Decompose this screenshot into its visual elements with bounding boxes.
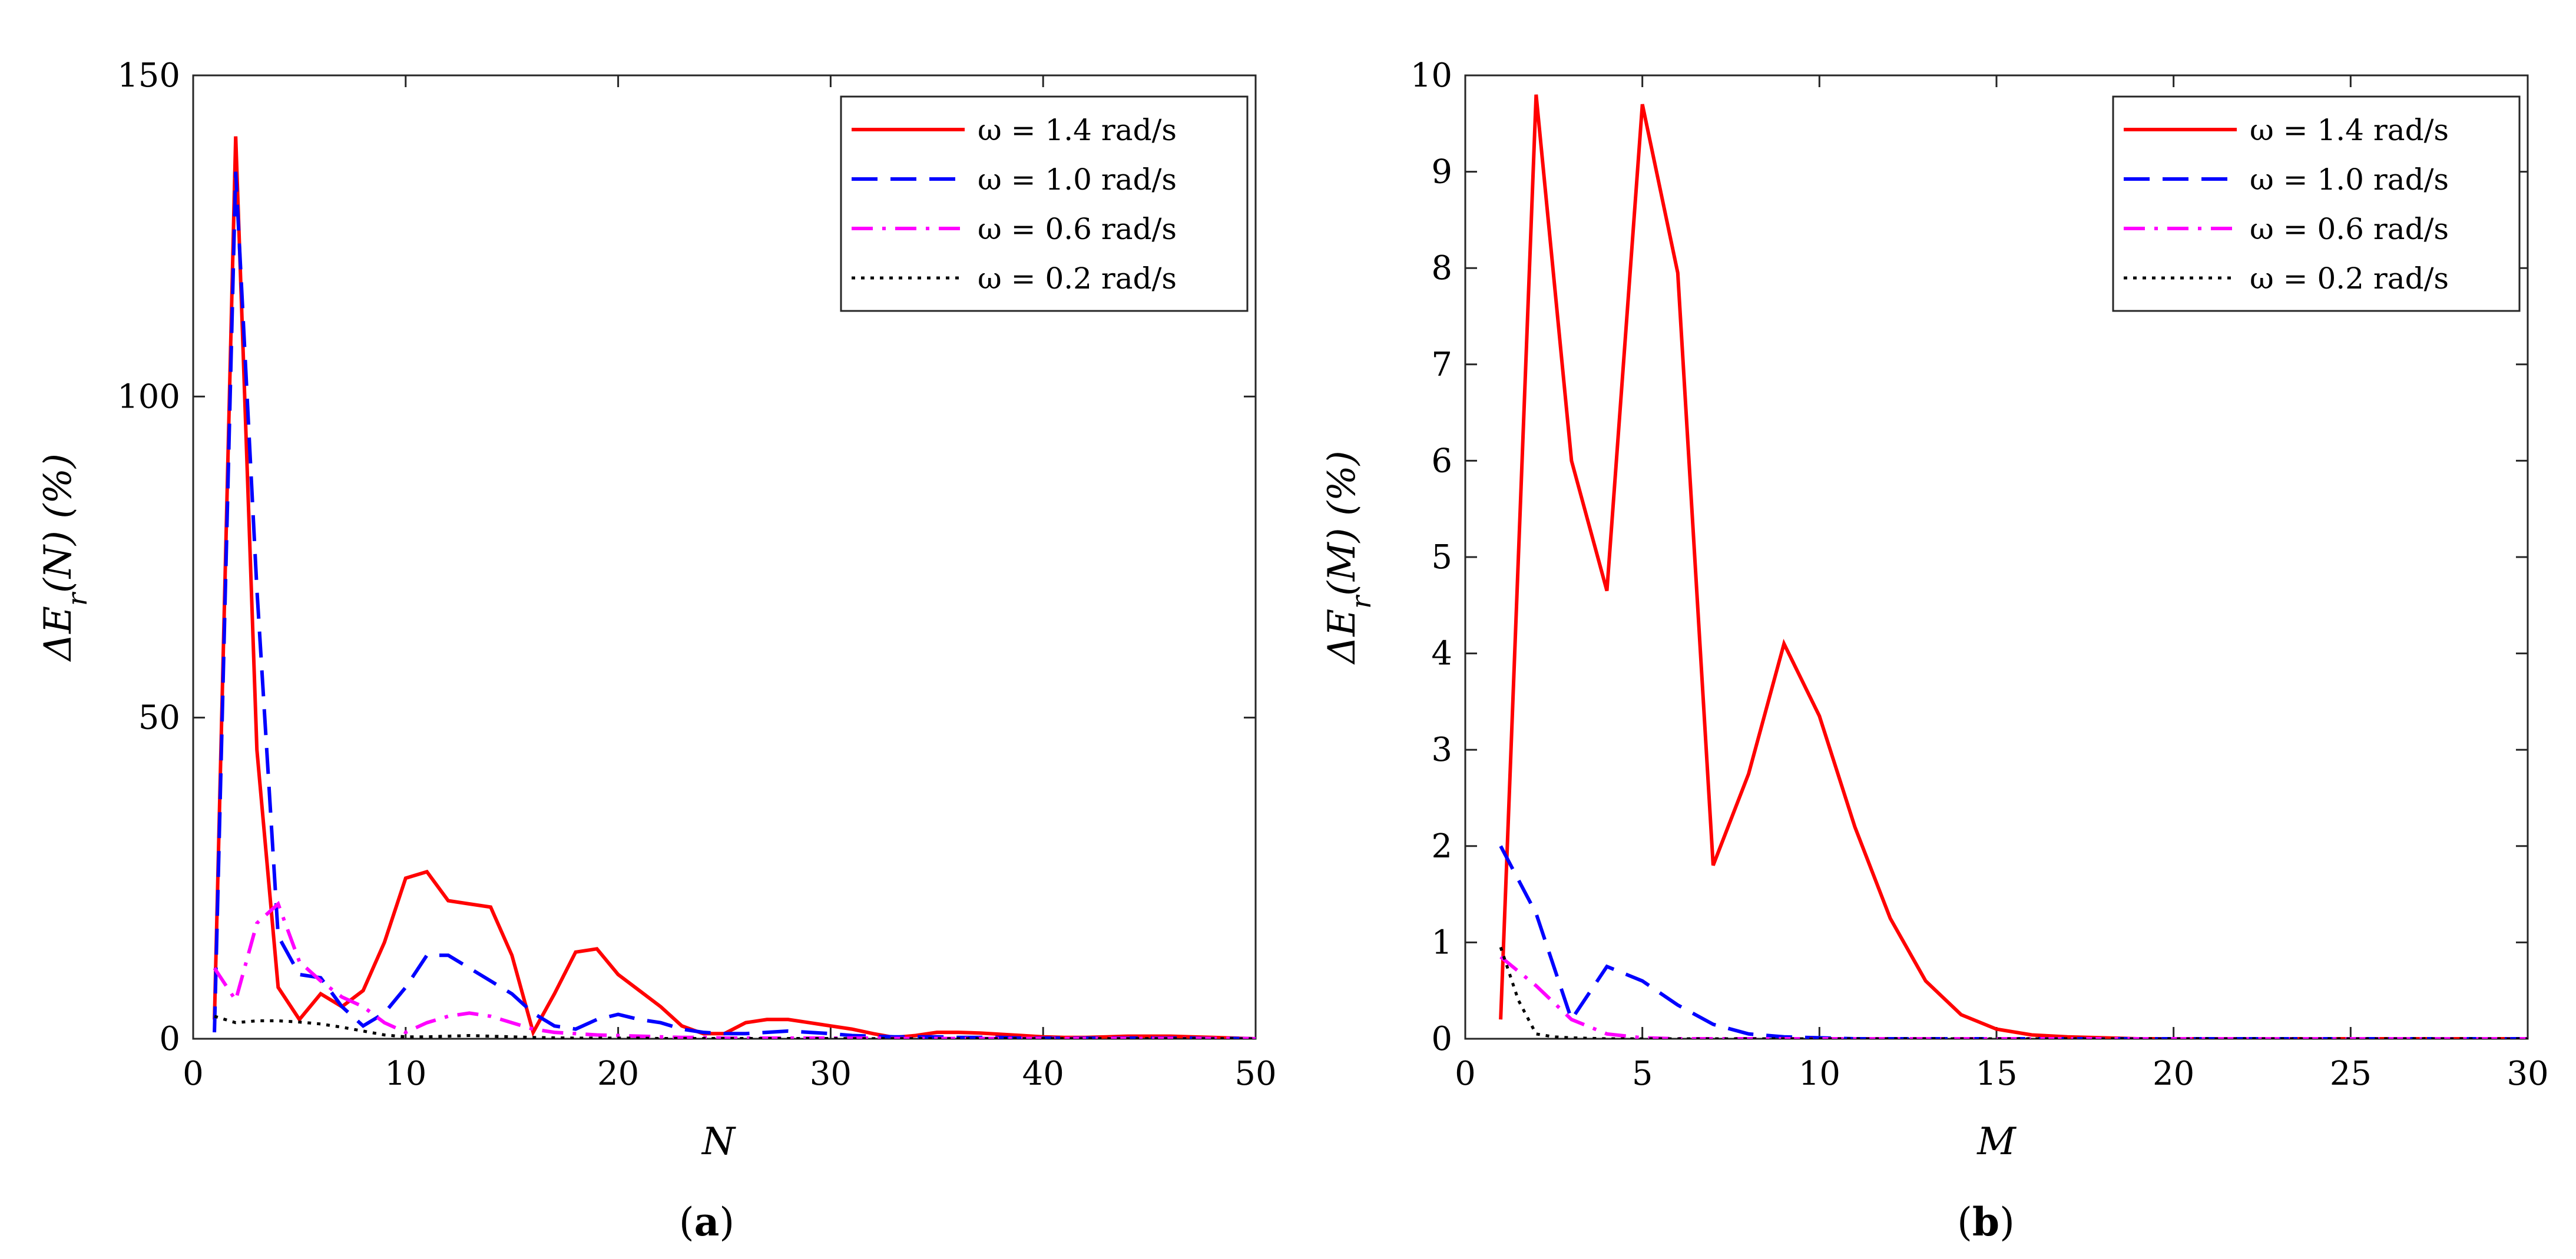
chart-a-legend-label: ω = 1.0 rad/s	[978, 163, 1177, 197]
chart-b-xtick-label: 30	[2507, 1055, 2548, 1093]
chart-a-series-group	[213, 136, 1256, 1039]
chart-a-caption: (a)	[679, 1199, 734, 1245]
chart-b-legend-label: ω = 0.2 rad/s	[2250, 261, 2449, 296]
chart-a-legend-box	[840, 95, 1249, 312]
chart-a-xtick-label: 50	[1234, 1055, 1276, 1093]
chart-b-xtick-label: 5	[1632, 1055, 1653, 1093]
chart-b-series-line	[1499, 845, 2528, 1039]
chart-a-xtick-label: 0	[183, 1055, 204, 1093]
chart-b-ylabel: ΔEr(M) (%)	[1320, 450, 1377, 665]
chart-b-ytick-label: 3	[1431, 731, 1452, 769]
chart-a-xtick-label: 10	[385, 1055, 426, 1093]
chart-b-ytick-label: 8	[1431, 249, 1452, 287]
chart-b-ytick-label: 4	[1431, 635, 1452, 673]
chart-b-legend-label: ω = 1.4 rad/s	[2250, 113, 2449, 147]
chart-a-legend-label: ω = 0.6 rad/s	[978, 212, 1177, 246]
chart-b-legend-label: ω = 1.0 rad/s	[2250, 163, 2449, 197]
chart-a-xtick-label: 30	[810, 1055, 852, 1093]
chart-a-ylabel: ΔEr(N) (%)	[37, 453, 93, 662]
chart-a-ytick-label: 50	[138, 699, 180, 737]
chart-a-series-line	[214, 1015, 1256, 1039]
chart-a-ytick-label: 0	[159, 1020, 180, 1058]
chart-a-xlabel: N	[701, 1120, 736, 1164]
chart-b-legend: ω = 1.4 rad/s ω = 1.0 rad/s ω = 0.6 rad/s ω…	[2112, 95, 2521, 312]
chart-b-xtick-label: 25	[2330, 1055, 2372, 1093]
chart-b-xtick-label: 20	[2153, 1055, 2194, 1093]
chart-b-ytick-label: 9	[1431, 153, 1452, 191]
chart-b-ytick-label: 2	[1431, 827, 1452, 866]
chart-a-legend: ω = 1.4 rad/s ω = 1.0 rad/s ω = 0.6 rad/s ω…	[840, 95, 1249, 312]
chart-b-series-line	[1499, 946, 2528, 1039]
chart-a: 0 10 20 30 40 50 0 50 100 150 N ΔEr(N) (%) ω = 1.4 r…	[37, 57, 1277, 1245]
chart-b-legend-label: ω = 0.6 rad/s	[2250, 212, 2449, 246]
chart-a-legend-label: ω = 0.2 rad/s	[978, 261, 1177, 296]
chart-b-series-line	[1499, 955, 2528, 1039]
chart-b-xtick-label: 15	[1975, 1055, 2017, 1093]
chart-b-ytick-label: 0	[1431, 1020, 1452, 1058]
chart-b-xtick-label: 10	[1799, 1055, 1840, 1093]
chart-b-legend-box	[2112, 95, 2521, 312]
chart-a-ytick-label: 100	[117, 377, 180, 416]
chart-b-ytick-label: 10	[1410, 57, 1452, 95]
chart-b-xtick-label: 0	[1455, 1055, 1476, 1093]
chart-a-legend-label: ω = 1.4 rad/s	[978, 113, 1177, 147]
chart-b-series-line	[1499, 94, 2528, 1039]
chart-b-series-group	[1499, 94, 2528, 1039]
chart-b-ytick-label: 1	[1431, 923, 1452, 962]
chart-a-xtick-label: 40	[1022, 1055, 1064, 1093]
chart-b-ytick-label: 6	[1431, 442, 1452, 480]
chart-a-xtick-label: 20	[597, 1055, 639, 1093]
chart-b-xlabel: M	[1976, 1120, 2017, 1164]
chart-b: 0 5 10 15 20 25 30 0 1 2 3 4 5 6 7 8 9 10 M ΔEr(M) (%) ω = 1…	[1320, 57, 2549, 1245]
chart-a-ytick-label: 150	[117, 57, 180, 95]
chart-b-caption: (b)	[1957, 1199, 2015, 1245]
chart-b-ytick-label: 5	[1431, 538, 1452, 577]
chart-b-ytick-label: 7	[1431, 346, 1452, 384]
